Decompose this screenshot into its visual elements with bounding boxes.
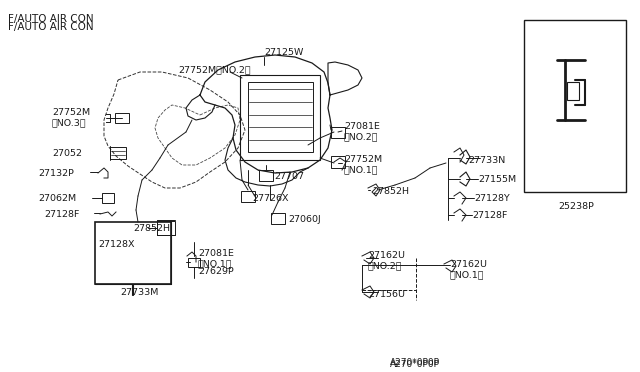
Text: 27156U: 27156U [368,290,405,299]
Text: 27125W: 27125W [264,48,303,57]
Text: 〈NO.2〉: 〈NO.2〉 [344,132,378,141]
Bar [241,190,255,202]
Text: 〈NO.3〉: 〈NO.3〉 [52,118,86,127]
Bar [271,212,285,224]
Bar [248,82,313,152]
Text: A270*0P0P: A270*0P0P [390,360,440,369]
Bar [567,82,579,100]
Text: 27852H: 27852H [133,224,170,233]
Bar [157,221,175,235]
Text: 27752M: 27752M [52,108,90,117]
Bar [240,75,320,160]
Text: 27052: 27052 [52,149,82,158]
Text: 27128F: 27128F [44,210,79,219]
Text: F/AUTO AIR CON: F/AUTO AIR CON [8,22,93,32]
Text: 27629P: 27629P [198,267,234,276]
Text: 27162U: 27162U [450,260,487,269]
Bar [102,193,114,203]
Text: 27132P: 27132P [38,169,74,178]
Text: 27162U: 27162U [368,251,405,260]
Text: 〈NO.1〉: 〈NO.1〉 [450,270,484,279]
Text: 27062M: 27062M [38,194,76,203]
Bar [331,156,345,168]
Text: 27726X: 27726X [252,194,289,203]
Bar [95,222,171,284]
Text: A270*0P0P: A270*0P0P [390,358,440,367]
Text: 27155M: 27155M [478,175,516,184]
Text: 27752M〈NO.2〉: 27752M〈NO.2〉 [178,65,251,74]
Text: 〈NO.1〉: 〈NO.1〉 [198,259,232,268]
Bar [524,20,626,192]
Text: 〈NO.2〉: 〈NO.2〉 [368,261,403,270]
Text: 27060J: 27060J [288,215,321,224]
Text: 27128F: 27128F [472,211,508,220]
Text: 27852H: 27852H [372,187,409,196]
Bar [110,147,126,159]
Bar [259,170,273,180]
Text: 27707: 27707 [274,172,304,181]
Bar [331,126,345,138]
Bar [188,257,200,266]
Text: 27733M: 27733M [120,288,158,297]
Text: 27733N: 27733N [468,156,505,165]
Text: 〈NO.1〉: 〈NO.1〉 [344,165,378,174]
Text: 27081E: 27081E [344,122,380,131]
Text: 27752M: 27752M [344,155,382,164]
Text: 25238P: 25238P [558,202,594,211]
Text: F/AUTO AIR CON: F/AUTO AIR CON [8,14,93,24]
Text: 27128Y: 27128Y [474,194,509,203]
Text: 27128X: 27128X [98,240,134,249]
Text: 27081E: 27081E [198,249,234,258]
Bar [115,113,129,123]
